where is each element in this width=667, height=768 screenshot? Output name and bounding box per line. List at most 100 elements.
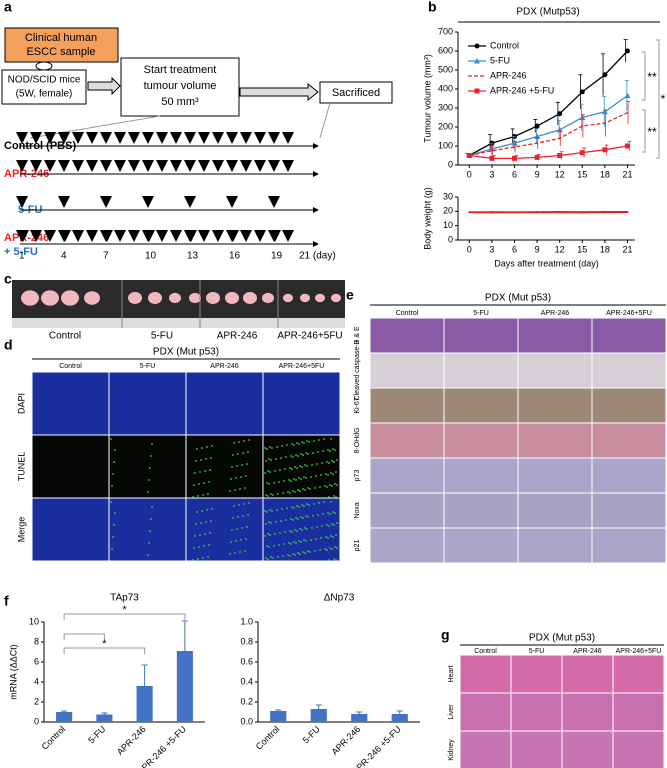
point: [626, 111, 629, 114]
micrograph: [186, 372, 263, 435]
tunel-signal: [293, 444, 295, 446]
tunel-signal: [324, 485, 326, 487]
merge-signal: [281, 508, 283, 510]
x-tick-label: APR-246: [115, 724, 148, 757]
tumour: [189, 292, 201, 304]
tunel-signal: [327, 474, 329, 476]
merge-signal: [193, 547, 195, 549]
merge-signal: [318, 502, 320, 504]
merge-signal: [198, 546, 200, 548]
tunel-signal: [306, 465, 308, 467]
tunel-signal: [205, 458, 207, 460]
merge-signal: [234, 552, 236, 554]
micrograph: [444, 528, 518, 563]
point: [558, 211, 561, 214]
row-label: Kidney: [448, 739, 455, 761]
tunel-signal: [312, 452, 314, 454]
tunel-signal: [208, 481, 210, 483]
micrograph: [32, 498, 109, 561]
micrograph: [444, 458, 518, 493]
mouse-icon: [35, 61, 53, 71]
merge-signal: [208, 544, 210, 546]
micrograph: [613, 693, 664, 731]
column-label: Control: [396, 310, 419, 317]
micrograph: [444, 423, 518, 458]
point: [466, 153, 472, 158]
merge-signal: [237, 516, 239, 518]
tunel-signal: [231, 466, 233, 468]
merge-signal: [271, 510, 273, 512]
micrograph: [109, 372, 186, 435]
merge-signal: [264, 535, 266, 537]
merge-signal: [206, 509, 208, 511]
y-tick-label: 2: [34, 696, 39, 706]
point: [604, 122, 606, 124]
merge-signal: [276, 509, 278, 511]
point: [468, 211, 471, 214]
tumour: [128, 292, 142, 304]
tunel-signal: [265, 494, 267, 496]
panel-label: f: [4, 593, 9, 609]
tunel-signal: [207, 493, 209, 495]
merge-signal: [288, 542, 290, 544]
bar: [176, 651, 193, 722]
group-label: APR-246: [4, 232, 49, 244]
merge-signal: [240, 539, 242, 541]
panel-label: a: [4, 0, 12, 15]
tunel-signal: [300, 478, 302, 480]
day-label: 16: [229, 251, 241, 262]
tunel-signal: [297, 455, 299, 457]
micrograph: [370, 318, 444, 353]
merge-signal: [305, 515, 307, 517]
micrograph: [592, 458, 666, 493]
merge-signal: [199, 534, 201, 536]
merge-signal: [232, 517, 234, 519]
panel-label: b: [428, 0, 437, 15]
merge-signal: [112, 536, 114, 538]
tunel-signal: [234, 489, 236, 491]
y-tick-label: 20: [443, 206, 453, 216]
micrograph: [186, 435, 263, 498]
sig-label: *: [102, 638, 107, 650]
tunel-signal: [292, 490, 294, 492]
merge-signal: [315, 538, 317, 540]
tunel-signal: [204, 470, 206, 472]
day-label: 4: [61, 251, 67, 262]
tunel-signal: [296, 442, 298, 444]
legend-label: APR-246 +5-FU: [490, 85, 554, 95]
day-label: 13: [187, 251, 199, 262]
merge-signal: [312, 515, 314, 517]
tunel-signal: [314, 487, 316, 489]
merge-signal: [327, 537, 329, 539]
panel-label: e: [346, 287, 354, 303]
micrograph: [518, 528, 592, 563]
merge-signal: [192, 559, 194, 561]
micrograph: [562, 693, 613, 731]
tunel-signal: [269, 446, 271, 448]
y-tick-label: 500: [438, 64, 453, 74]
grid-title: PDX (Mut p53): [153, 347, 219, 358]
merge-signal: [268, 546, 270, 548]
x-axis-label: Days after treatment (day): [494, 258, 599, 268]
micrograph: [370, 528, 444, 563]
tunel-signal: [198, 483, 200, 485]
tunel-signal: [110, 438, 112, 440]
mice-text: (5W, female): [16, 89, 73, 100]
x-tick-label: 6: [512, 169, 517, 179]
point: [601, 108, 608, 115]
merge-signal: [277, 556, 279, 558]
tunel-signal: [299, 490, 301, 492]
sig-label: **: [647, 125, 657, 139]
sig-bracket: [63, 633, 105, 640]
tunel-signal: [284, 468, 286, 470]
tunel-signal: [236, 465, 238, 467]
panel-c: Control 5-FU APR-246 APR-246+5FU: [12, 280, 345, 342]
tunel-signal: [291, 443, 293, 445]
tunel-signal: [292, 456, 294, 458]
merge-signal: [230, 541, 232, 543]
micrograph: [444, 493, 518, 528]
merge-signal: [316, 526, 318, 528]
sample-box: [4, 27, 119, 63]
bar: [96, 714, 113, 722]
tumour: [21, 290, 39, 306]
